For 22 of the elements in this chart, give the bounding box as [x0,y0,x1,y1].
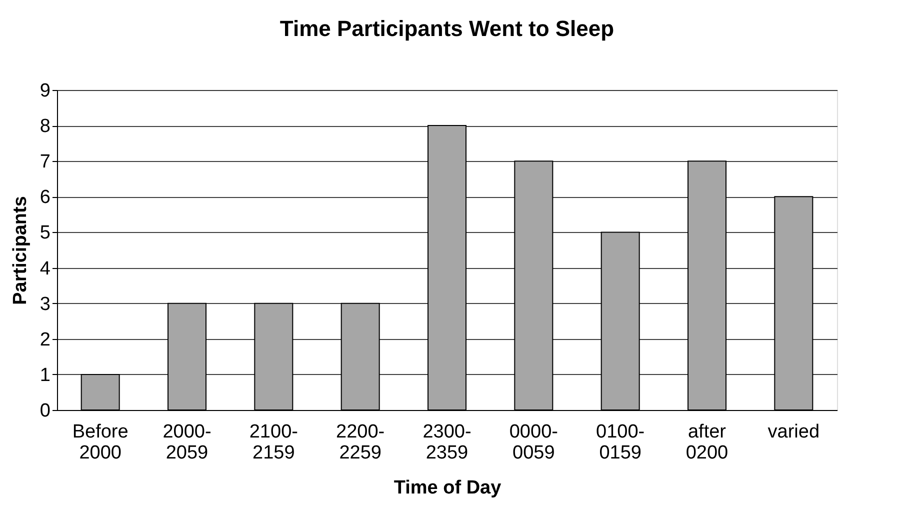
y-tick-label: 1 [40,364,50,386]
x-tick-label: 2000-2059 [162,422,212,464]
y-tick-label: 6 [40,187,50,208]
x-tick-label: 2300-2359 [422,422,472,464]
x-tick-label: 0000-0059 [509,422,558,464]
x-tick-label: 2100-2159 [249,422,298,464]
x-axis-title: Time of Day [394,478,502,498]
x-tick-label: varied [768,422,820,442]
y-tick-label: 7 [40,152,50,173]
x-tick-label: Before 2000 [72,422,128,464]
y-tick-label: 4 [40,258,51,280]
y-tick-label: 8 [40,116,50,138]
y-tick-label: 2 [40,329,50,350]
x-tick-label: 0100-0159 [596,422,645,464]
y-tick-label: 9 [40,80,50,102]
chart-title: Time Participants Went to Sleep [280,16,614,41]
y-tick-label: 5 [40,222,50,244]
x-tick-label: after 0200 [686,422,728,464]
y-tick-label: 0 [40,400,50,422]
x-tick-label: 2200-2259 [336,422,385,464]
y-axis-title: Participants [10,196,31,305]
y-tick-label: 3 [40,294,50,315]
